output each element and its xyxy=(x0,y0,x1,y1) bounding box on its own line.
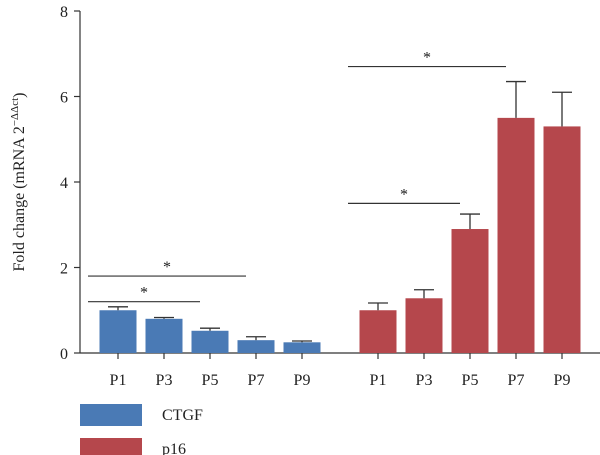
x-tick-label: P1 xyxy=(110,372,127,389)
significance-star: * xyxy=(140,285,148,302)
y-tick-label: 2 xyxy=(60,261,68,278)
bar-CTGF-P7 xyxy=(237,340,275,353)
legend-label-p16: p16 xyxy=(162,441,186,455)
bar-CTGF-P1 xyxy=(99,310,137,353)
bar-CTGF-P9 xyxy=(283,342,321,353)
legend-label-CTGF: CTGF xyxy=(162,407,203,424)
bar-p16-P7 xyxy=(497,117,535,353)
x-tick-label: P7 xyxy=(248,372,265,389)
bar-p16-P9 xyxy=(543,126,581,353)
legend-swatch-p16 xyxy=(80,438,142,455)
bar-p16-P1 xyxy=(359,310,397,353)
bar-CTGF-P5 xyxy=(191,330,229,353)
significance-star: * xyxy=(400,186,408,203)
x-tick-label: P9 xyxy=(554,372,571,389)
x-tick-label: P9 xyxy=(294,372,311,389)
y-tick-label: 4 xyxy=(60,175,68,192)
bars: P1 P3 P5 P7 P9 P1 P3 P5 P7 P9 xyxy=(99,80,581,389)
bar-p16-P5 xyxy=(451,229,489,353)
y-tick-label: 6 xyxy=(60,90,68,107)
y-tick-label: 0 xyxy=(60,346,68,363)
x-tick-label: P3 xyxy=(416,372,433,389)
y-tick-label: 8 xyxy=(60,4,68,21)
y-axis-label-superscript: −ΔΔct xyxy=(9,98,21,126)
bar-CTGF-P3 xyxy=(145,318,183,353)
x-tick-label: P3 xyxy=(156,372,173,389)
significance-star: * xyxy=(163,259,171,276)
x-tick-label: P7 xyxy=(508,372,525,389)
x-tick-label: P5 xyxy=(202,372,219,389)
significance-brackets: * * * * xyxy=(88,50,506,303)
legend-swatch-CTGF xyxy=(80,404,142,426)
bar-p16-P3 xyxy=(405,298,443,353)
y-axis-label-close: ) xyxy=(11,93,28,98)
legend: CTGF p16 xyxy=(80,404,203,455)
y-axis-label: Fold change (mRNA 2−ΔΔct) xyxy=(9,93,28,272)
x-tick-label: P1 xyxy=(370,372,387,389)
significance-star: * xyxy=(423,50,431,67)
y-axis-label-main: Fold change (mRNA 2 xyxy=(11,126,28,271)
x-tick-label: P5 xyxy=(462,372,479,389)
